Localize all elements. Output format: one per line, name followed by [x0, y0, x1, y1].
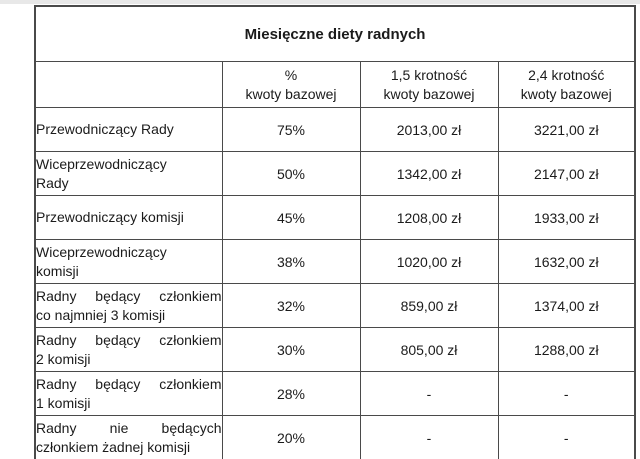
table-header-row: % kwoty bazowej 1,5 krotność kwoty bazow… [34, 61, 636, 108]
amount-2-4-cell: 2147,00 zł [497, 151, 636, 196]
row-label-cell: Wiceprzewodniczący komisji [34, 239, 223, 284]
header-mult24-cell: 2,4 krotność kwoty bazowej [497, 61, 636, 108]
row-label-line: Przewodniczący Rady [36, 121, 174, 137]
row-label-line: Radny nie będących [36, 419, 222, 436]
row-label-line: Wiceprzewodniczący [36, 243, 167, 260]
row-label-cell: Przewodniczący komisji [34, 195, 223, 240]
amount-1-5-cell: 859,00 zł [359, 283, 499, 328]
header-mult24-line1: 2,4 krotność [528, 66, 605, 83]
table-row: Radny nie będących członkiem żadnej komi… [34, 415, 636, 459]
row-label-line: Rady [36, 174, 69, 191]
amount-2-4-cell: 3221,00 zł [497, 107, 636, 152]
percent-cell: 45% [221, 195, 361, 240]
row-label-line: Wiceprzewodniczący [36, 155, 167, 172]
row-label-line: Radny będący członkiem [36, 375, 222, 392]
amount-1-5-cell: 1020,00 zł [359, 239, 499, 284]
amount-2-4-cell: 1933,00 zł [497, 195, 636, 240]
row-label-line: 1 komisji [36, 394, 91, 411]
percent-cell: 38% [221, 239, 361, 284]
row-label-cell: Przewodniczący Rady [34, 107, 223, 152]
allowances-table: Miesięczne diety radnych % kwoty bazowej… [34, 5, 637, 459]
header-mult24-line2: kwoty bazowej [520, 85, 612, 102]
amount-1-5-cell: 805,00 zł [359, 327, 499, 372]
table-row: Radny będący członkiem 1 komisji 28% - - [34, 371, 636, 416]
row-label-line: co najmniej 3 komisji [36, 306, 166, 323]
percent-cell: 50% [221, 151, 361, 196]
table-row: Wiceprzewodniczący Rady 50% 1342,00 zł 2… [34, 151, 636, 196]
amount-2-4-cell: - [497, 415, 636, 459]
amount-1-5-cell: - [359, 371, 499, 416]
table-row: Radny będący członkiem 2 komisji 30% 805… [34, 327, 636, 372]
percent-cell: 30% [221, 327, 361, 372]
header-mult15-line1: 1,5 krotność [390, 66, 468, 83]
amount-1-5-cell: 1208,00 zł [359, 195, 499, 240]
header-mult15-line2: kwoty bazowej [383, 85, 475, 102]
row-label-cell: Radny będący członkiem 1 komisji [34, 371, 223, 416]
header-percent-line2: kwoty bazowej [245, 85, 337, 102]
table-row: Przewodniczący Rady 75% 2013,00 zł 3221,… [34, 107, 636, 152]
amount-1-5-cell: 2013,00 zł [359, 107, 499, 152]
row-label-line: Przewodniczący komisji [36, 209, 184, 225]
header-mult15-cell: 1,5 krotność kwoty bazowej [359, 61, 499, 108]
percent-cell: 32% [221, 283, 361, 328]
row-label-line: komisji [36, 262, 79, 279]
header-percent-cell: % kwoty bazowej [221, 61, 361, 108]
table-row: Przewodniczący komisji 45% 1208,00 zł 19… [34, 195, 636, 240]
row-label-cell: Radny nie będących członkiem żadnej komi… [34, 415, 223, 459]
row-label-line: Radny będący członkiem [36, 331, 222, 348]
amount-2-4-cell: 1632,00 zł [497, 239, 636, 284]
row-label-cell: Radny będący członkiem 2 komisji [34, 327, 223, 372]
row-label-line: 2 komisji [36, 350, 91, 367]
amount-2-4-cell: 1288,00 zł [497, 327, 636, 372]
amount-1-5-cell: 1342,00 zł [359, 151, 499, 196]
row-label-cell: Wiceprzewodniczący Rady [34, 151, 223, 196]
amount-2-4-cell: - [497, 371, 636, 416]
table-title: Miesięczne diety radnych [34, 5, 636, 62]
percent-cell: 20% [221, 415, 361, 459]
table-row: Radny będący członkiem co najmniej 3 kom… [34, 283, 636, 328]
header-percent-line1: % [284, 66, 298, 83]
row-label-line: członkiem żadnej komisji [36, 438, 191, 455]
row-label-cell: Radny będący członkiem co najmniej 3 kom… [34, 283, 223, 328]
table-row: Wiceprzewodniczący komisji 38% 1020,00 z… [34, 239, 636, 284]
amount-2-4-cell: 1374,00 zł [497, 283, 636, 328]
row-label-line: Radny będący członkiem [36, 287, 222, 304]
percent-cell: 28% [221, 371, 361, 416]
table-title-row: Miesięczne diety radnych [34, 5, 636, 62]
percent-cell: 75% [221, 107, 361, 152]
page-top-strip [0, 0, 640, 4]
amount-1-5-cell: - [359, 415, 499, 459]
header-empty-cell [34, 61, 223, 108]
